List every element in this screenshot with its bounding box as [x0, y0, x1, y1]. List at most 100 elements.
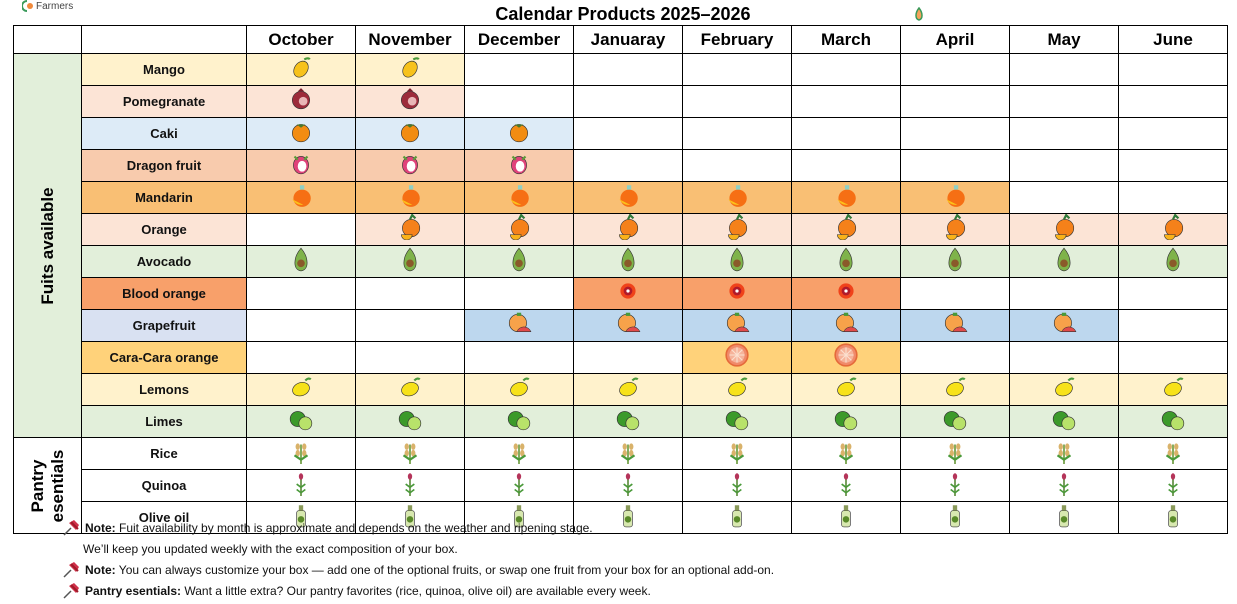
olive-oil-icon — [514, 505, 524, 528]
lemon-icon — [510, 377, 530, 397]
quinoa-icon — [1168, 473, 1178, 496]
note-label: Note: — [85, 520, 116, 535]
quinoa-icon — [732, 473, 742, 496]
month-header-february: February — [682, 25, 792, 54]
corner-cell — [13, 25, 82, 54]
page-title: Calendar Products 2025–2026 — [495, 4, 751, 24]
availability-cell — [573, 373, 683, 406]
product-label: Avocado — [81, 245, 247, 278]
availability-cell — [355, 53, 465, 86]
pomegranate-icon — [292, 88, 310, 110]
availability-cell — [573, 213, 683, 246]
availability-cell — [355, 405, 465, 438]
availability-cell — [791, 117, 901, 150]
availability-cell — [464, 405, 574, 438]
availability-cell — [1009, 501, 1119, 534]
persimmon-icon — [401, 124, 419, 143]
avocado-icon — [403, 247, 417, 272]
logo-icon — [22, 0, 33, 12]
quinoa-icon — [841, 473, 851, 496]
logo: Farmers — [22, 0, 73, 12]
availability-cell — [900, 149, 1010, 182]
availability-cell — [791, 53, 901, 86]
rice-icon — [729, 443, 745, 464]
pushpin-icon — [63, 561, 79, 578]
lemon-icon — [1164, 377, 1184, 397]
availability-cell — [1009, 181, 1119, 214]
availability-cell — [682, 181, 792, 214]
availability-cell — [900, 437, 1010, 470]
availability-cell — [246, 373, 356, 406]
availability-cell — [464, 181, 574, 214]
availability-cell — [1009, 405, 1119, 438]
leaf-drop-icon — [915, 7, 923, 21]
availability-cell — [246, 245, 356, 278]
table-row: Mandarin — [14, 181, 1228, 214]
availability-cell — [900, 373, 1010, 406]
product-label: Grapefruit — [81, 309, 247, 342]
mandarin-icon — [728, 185, 747, 207]
rice-icon — [293, 443, 309, 464]
availability-cell — [464, 85, 574, 118]
product-label: Mandarin — [81, 181, 247, 214]
rice-icon — [838, 443, 854, 464]
quinoa-icon — [950, 473, 960, 496]
availability-cell — [1009, 469, 1119, 502]
availability-cell — [355, 373, 465, 406]
availability-cell — [573, 85, 683, 118]
orange-icon — [401, 214, 421, 241]
availability-cell — [900, 341, 1010, 374]
mango-icon — [293, 57, 311, 78]
dragon-fruit-icon — [402, 155, 418, 175]
grapefruit-icon — [617, 312, 641, 332]
availability-cell — [1118, 85, 1228, 118]
rice-icon — [620, 443, 636, 464]
avocado-icon — [839, 247, 853, 272]
blood-orange-icon — [620, 283, 636, 299]
table-row: Pantry esentials Rice — [13, 437, 1228, 534]
product-label: Blood orange — [81, 277, 247, 310]
note-line: Pantry esentials: Want a little extra? O… — [62, 580, 774, 601]
availability-cell — [573, 277, 683, 310]
availability-cell — [573, 405, 683, 438]
availability-cell — [246, 341, 356, 374]
lemon-icon — [619, 377, 639, 397]
corner-cell — [81, 25, 247, 54]
month-header-march: March — [791, 25, 901, 54]
availability-cell — [682, 469, 792, 502]
availability-cell — [355, 117, 465, 150]
availability-cell — [1118, 437, 1228, 470]
month-header-october: October — [246, 25, 356, 54]
availability-cell — [355, 213, 465, 246]
availability-cell — [355, 277, 465, 310]
quinoa-icon — [296, 473, 306, 496]
note-text: We’ll keep you updated weekly with the e… — [83, 542, 458, 556]
note-line: Note: Fuit availability by month is appr… — [62, 517, 774, 538]
availability-cell — [1009, 373, 1119, 406]
availability-cell — [355, 469, 465, 502]
pushpin-icon — [63, 519, 79, 536]
category-label: Fuits available — [37, 186, 57, 305]
orange-icon — [728, 214, 748, 241]
avocado-icon — [948, 247, 962, 272]
availability-cell — [573, 53, 683, 86]
availability-cell — [573, 181, 683, 214]
availability-cell — [246, 53, 356, 86]
table-row: Caki — [14, 117, 1228, 150]
availability-cell — [573, 437, 683, 470]
grapefruit-icon — [508, 312, 532, 332]
note-body: You can always customize your box — add … — [115, 562, 775, 577]
availability-cell — [1009, 117, 1119, 150]
category-fruits: Fuits available — [13, 53, 82, 438]
availability-cell — [1118, 341, 1228, 374]
avocado-icon — [294, 247, 308, 272]
availability-cell — [464, 53, 574, 86]
month-header-june: June — [1118, 25, 1228, 54]
availability-cell — [791, 309, 901, 342]
availability-cell — [1009, 213, 1119, 246]
availability-cell — [1118, 53, 1228, 86]
availability-cell — [1009, 341, 1119, 374]
product-label: Rice — [81, 437, 247, 470]
availability-cell — [355, 341, 465, 374]
availability-cell — [355, 437, 465, 470]
